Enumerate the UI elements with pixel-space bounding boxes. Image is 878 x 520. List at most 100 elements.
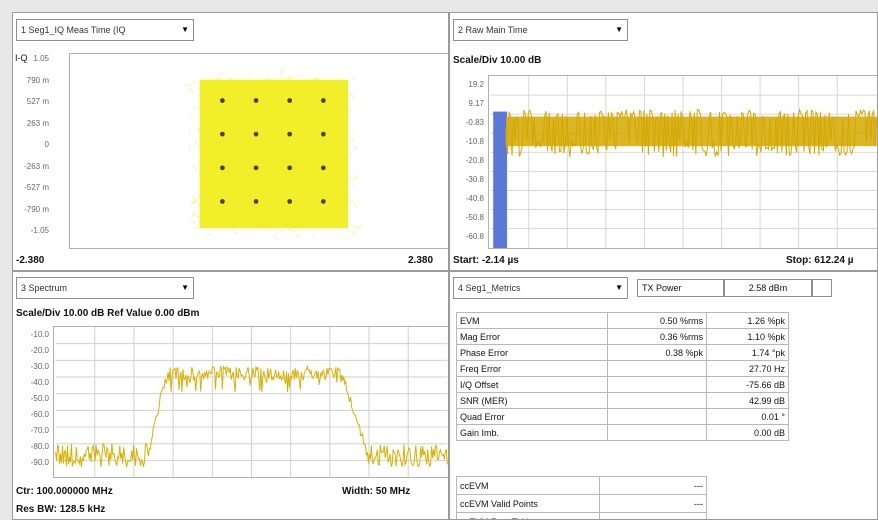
tx-power-label: TX Power [637,279,724,297]
y-tick-label: -40.8 [465,194,484,203]
metrics-row: EVM 0.50 %rms 1.26 %pk [456,312,789,329]
metrics-pane: 4 Seg1_Metrics ▼ TX Power 2.58 dBm EVM 0.… [449,271,878,520]
metrics-cell-v1 [607,360,707,377]
pane3-trace-selector-label: 3 Spectrum [21,283,68,293]
pane2-trace-selector-label: 2 Raw Main Time [458,25,528,35]
spectrum-center-freq: Ctr: 100.000000 MHz [16,486,113,497]
y-tick-label: -10.8 [465,137,484,146]
metrics-cell-v1 [607,424,707,441]
y-tick-label: -70.0 [30,426,49,435]
metrics-cell-label: Freq Error [456,360,608,377]
y-tick-label: 9.17 [468,99,484,108]
y-tick-label: 790 m [26,75,49,85]
y-tick-label: -10.0 [30,330,49,339]
raw-main-time-pane: 2 Raw Main Time ▼ Scale/Div 10.00 dB 19.… [449,12,878,271]
metrics-cell-label: Mag Error [456,328,608,345]
y-tick-label: -790 m [24,204,49,214]
y-tick-label: -30.0 [30,362,49,371]
metrics-row: Mag Error 0.36 %rms 1.10 %pk [456,328,789,345]
cc-evm-label: ccEVM [456,476,600,495]
metrics-cell-label: EVM [456,312,608,329]
spectrum-plot [53,326,448,478]
y-tick-label: -263 m [24,161,49,171]
spectrum-pane: 3 Spectrum ▼ Scale/Div 10.00 dB Ref Valu… [12,271,449,520]
constellation-point [253,131,259,137]
constellation-point [220,199,225,204]
y-tick-label: -60.8 [465,232,484,241]
metrics-row: SNR (MER) 42.99 dB [456,392,789,409]
cc-evm-row: ccEVM --- [456,476,707,495]
cc-evm-row: ccEVM Rms Table--- [456,512,707,519]
metrics-cell-v1: 0.36 %rms [607,328,707,345]
spectrum-span: Width: 50 MHz [342,486,411,497]
metrics-cell-label: SNR (MER) [456,392,608,409]
metrics-cell-v2: 1.74 °pk [706,344,789,361]
y-tick-label: -50.8 [465,213,484,222]
pane1-trace-selector[interactable]: 1 Seg1_IQ Meas Time (IQ ▼ [16,19,194,41]
cc-evm-label: ccEVM Rms Table [456,512,600,519]
cc-evm-label: ccEVM Valid Points [456,494,600,513]
y-tick-label: -50.0 [30,394,49,403]
constellation-point [320,199,326,204]
pane2-trace-selector[interactable]: 2 Raw Main Time ▼ [453,19,628,41]
metrics-row: Phase Error 0.38 %pk 1.74 °pk [456,344,789,361]
metrics-cell-v2: 0.01 ° [706,408,789,425]
metrics-row: Gain Imb. 0.00 dB [456,424,789,441]
y-tick-label: -1.05 [30,226,49,235]
y-tick-label: -527 m [24,183,49,192]
metrics-cell-label: I/Q Offset [456,376,608,393]
constellation-scatter [185,67,363,241]
cc-evm-table: ccEVM---ccEVM Valid Points---ccEVM Rms T… [456,476,707,519]
constellation-point [287,98,293,103]
raw-time-plot [488,75,877,249]
spectrum-trace [55,364,448,468]
y-tick-label: -60.0 [30,410,49,419]
constellation-point [320,131,326,137]
tx-power-value: 2.58 dBm [724,279,812,297]
metrics-cell-v1 [607,392,707,409]
metrics-row: I/Q Offset -75.66 dB [456,376,789,393]
y-tick-label: -20.0 [30,346,49,355]
y-tick-label: -0.83 [465,118,484,127]
iq-constellation-pane: 1 Seg1_IQ Meas Time (IQ ▼ I-Q 1.05 790 m 5… [12,12,449,271]
pane3-trace-selector[interactable]: 3 Spectrum ▼ [16,277,194,299]
y-tick-label: 0 [44,140,49,149]
spectrum-rbw: Res BW: 128.5 kHz [16,504,106,515]
constellation-point [253,98,259,103]
metrics-table: EVM 0.50 %rms 1.26 %pk Mag Error 0.36 %rms 1.… [456,312,789,441]
metrics-cell-label: Quad Error [456,408,608,425]
constellation-point [287,165,293,171]
y-tick-label: -30.8 [465,175,484,184]
pane4-trace-selector[interactable]: 4 Seg1_Metrics ▼ [453,277,628,299]
metrics-row: Quad Error 0.01 ° [456,408,789,425]
constellation-point [253,165,259,171]
constellation-point [253,199,259,204]
metrics-cell-v2: 42.99 dB [706,392,789,409]
y-tick-label: 263 m [26,118,49,128]
chevron-down-icon: ▼ [181,283,189,292]
metrics-cell-v1 [607,408,707,425]
y-tick-label: 1.05 [33,54,49,63]
raw-time-scale: Scale/Div 10.00 dB [453,55,542,66]
tx-power-extra-cell [812,279,832,297]
y-tick-label: 527 m [26,97,49,106]
iq-x-min: -2.380 [16,255,45,266]
chevron-down-icon: ▼ [615,283,623,292]
y-tick-label: -20.8 [465,156,484,165]
iq-constellation-plot [69,53,448,249]
y-tick-label: -80.0 [30,442,49,451]
metrics-cell-label: Phase Error [456,344,608,361]
metrics-cell-v2: 0.00 dB [706,424,789,441]
constellation-point [220,98,225,103]
metrics-cell-v1 [607,376,707,393]
pane1-trace-selector-label: 1 Seg1_IQ Meas Time (IQ [21,25,126,35]
constellation-point [287,199,293,204]
metrics-cell-v1: 0.50 %rms [607,312,707,329]
metrics-cell-v1: 0.38 %pk [607,344,707,361]
cc-evm-value: --- [599,494,707,513]
time-marker-bar [493,111,508,248]
chevron-down-icon: ▼ [615,25,623,34]
iq-axis-label: I-Q [15,53,28,63]
constellation-point [220,131,225,137]
iq-x-max: 2.380 [408,255,434,266]
